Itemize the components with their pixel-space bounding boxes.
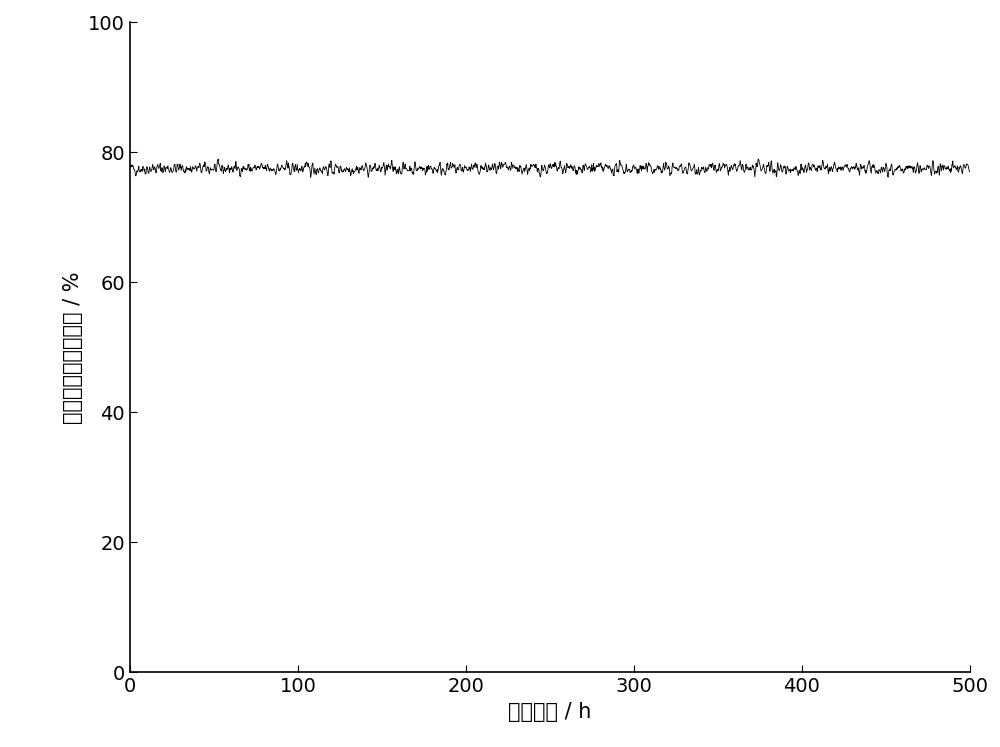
- Y-axis label: 亚硕酸甲酯的转化率 / %: 亚硕酸甲酯的转化率 / %: [63, 271, 83, 424]
- X-axis label: 反应时间 / h: 反应时间 / h: [508, 701, 592, 722]
